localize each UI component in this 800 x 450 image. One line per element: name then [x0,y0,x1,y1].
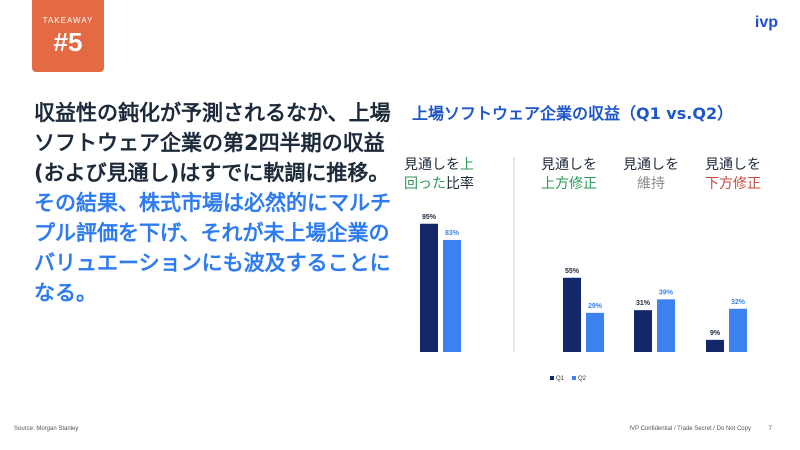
legend: Q1 Q2 [550,376,587,382]
data-label-q1-0: 95% [422,214,437,221]
section-beat-line1b: 上 [460,157,474,173]
ivp-logo: ivp [754,14,778,31]
section-heading-downward: 見通しを 下方修正 [705,156,761,194]
section-heading-upward: 見通しを 上方修正 [541,156,597,194]
section-maintain-line1: 見通しを [623,157,679,173]
bar-q1-0 [420,223,438,352]
data-label-q1-2: 31% [636,300,651,307]
section-upward-line2: 上方修正 [541,176,597,192]
page-number: 7 [768,426,772,432]
data-label-q1-1: 55% [565,268,580,275]
legend-swatch-q2 [572,376,576,380]
section-maintain-line2: 維持 [637,176,665,192]
bars-group: 95% 83% 55% 29% 31% 39% 9% 32% [420,214,747,352]
section-beat-line2b: 比率 [446,176,474,192]
bar-q2-0 [443,239,461,352]
bar-q1-2 [634,310,652,352]
confidential-text: IVP Confidential / Trade Secret / Do Not… [629,426,751,432]
chart-title: 上場ソフトウェア企業の収益（Q1 vs.Q2） [412,104,734,123]
section-beat-line1a: 見通しを [404,157,460,173]
data-label-q1-3: 9% [710,330,721,337]
section-upward-line1: 見通しを [541,157,597,173]
section-heading-beat: 見通しを上 回った比率 [404,156,474,194]
legend-label-q2: Q2 [578,376,587,382]
data-label-q2-0: 83% [445,230,460,237]
bar-q1-3 [706,339,724,352]
section-downward-line2: 下方修正 [705,176,761,192]
bar-q2-3 [729,308,747,352]
headline: 収益性の鈍化が予測されるなか、上場ソフトウェア企業の第2四半期の収益(および見通… [34,98,394,308]
bar-q2-1 [586,312,604,352]
takeaway-badge: TAKEAWAY #5 [32,0,104,72]
data-label-q2-2: 39% [659,289,674,296]
headline-dark: 収益性の鈍化が予測されるなか、上場ソフトウェア企業の第2四半期の収益(および見通… [34,101,391,185]
section-downward-line1: 見通しを [705,157,761,173]
takeaway-number: #5 [53,27,83,57]
bar-q1-1 [563,277,581,352]
headline-blue: その結果、株式市場は必然的にマルチプル評価を下げ、それが未上場企業のバリュエーシ… [34,191,391,305]
section-beat-line2a: 回った [404,176,446,192]
data-label-q2-3: 32% [731,299,746,306]
data-label-q2-1: 29% [588,303,603,310]
legend-swatch-q1 [550,376,554,380]
section-heading-maintain: 見通しを 維持 [623,156,679,194]
confidential-footer: IVP Confidential / Trade Secret / Do Not… [629,426,772,432]
bar-q2-2 [657,299,675,352]
legend-label-q1: Q1 [556,376,565,382]
source-footer: Source: Morgan Stanley [14,426,79,432]
takeaway-label: TAKEAWAY [42,16,94,25]
